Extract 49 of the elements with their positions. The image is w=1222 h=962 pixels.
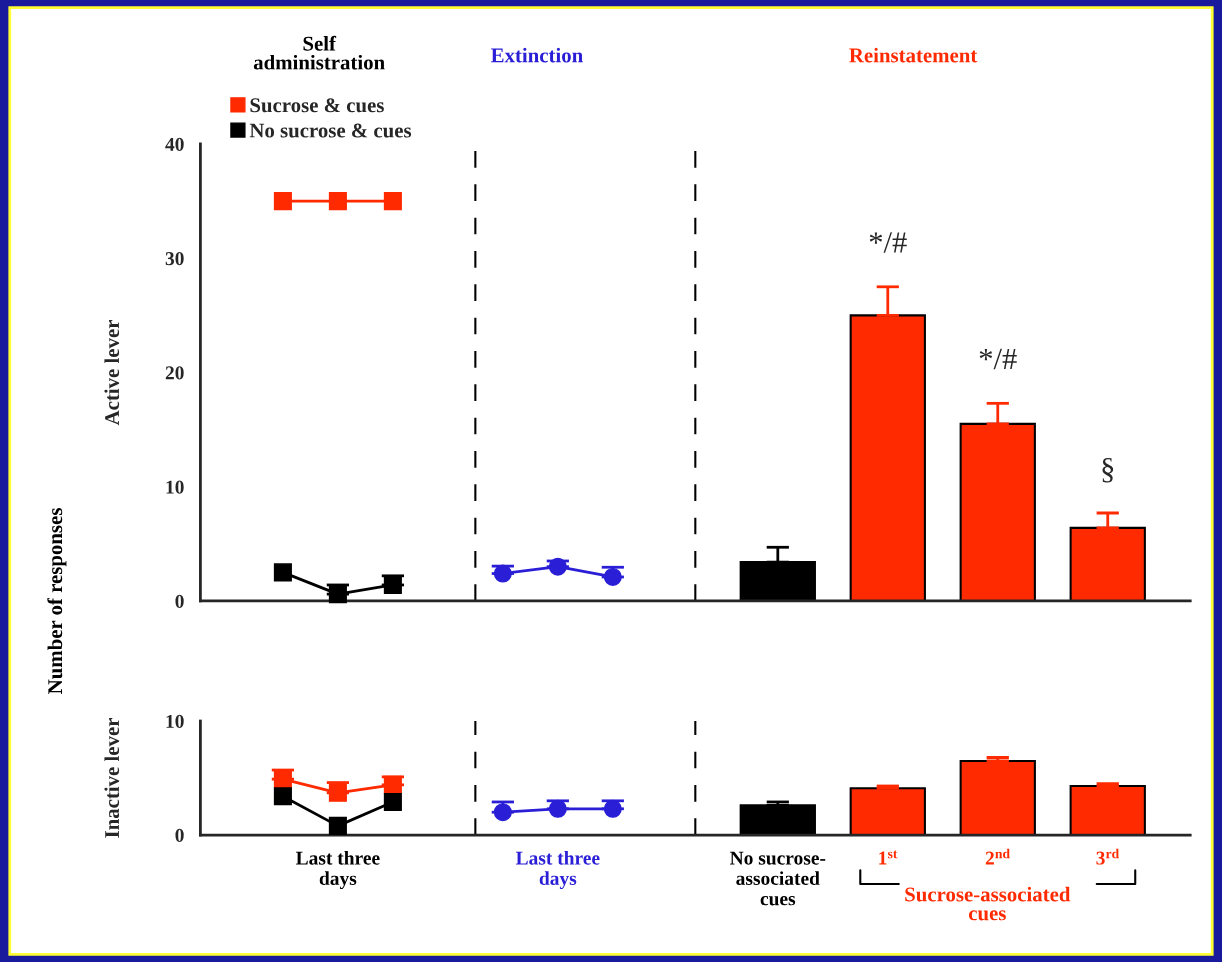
point bbox=[383, 775, 402, 794]
y-tick-label: 30 bbox=[165, 252, 184, 266]
point bbox=[383, 192, 402, 211]
x-tick-label: 1$^{st}$ bbox=[879, 850, 898, 865]
text: Extinction bbox=[491, 47, 583, 63]
x-tick-label: Last three days bbox=[515, 850, 600, 890]
text: Number of responses bbox=[47, 508, 67, 694]
annotation: */# bbox=[979, 348, 1017, 370]
y-tick-label: 0 bbox=[175, 594, 184, 608]
point bbox=[328, 192, 347, 211]
x-tick-label: 2$^{nd}$ bbox=[985, 848, 1010, 865]
point bbox=[493, 564, 512, 583]
bar bbox=[739, 561, 816, 601]
point bbox=[603, 799, 622, 818]
point bbox=[273, 787, 292, 806]
y-tick-label: 40 bbox=[165, 137, 184, 151]
text: Self administration bbox=[253, 35, 385, 70]
annotation: § bbox=[1102, 457, 1114, 483]
bar bbox=[849, 314, 926, 601]
point bbox=[548, 799, 567, 818]
bar bbox=[1069, 526, 1146, 601]
x-tick-label: 3$^{rd}$ bbox=[1096, 848, 1120, 865]
text: Reinstatement bbox=[849, 47, 978, 63]
point bbox=[328, 816, 347, 835]
text: Sucrose-associated cues bbox=[905, 886, 1071, 921]
y-tick-label: 10 bbox=[166, 714, 184, 728]
bar bbox=[849, 787, 926, 836]
point bbox=[548, 557, 567, 576]
point bbox=[383, 792, 402, 811]
y-tick-label: 0 bbox=[175, 828, 184, 842]
y-axis-title: Active lever bbox=[104, 320, 120, 426]
x-tick-label: Last three days bbox=[296, 850, 380, 890]
y-axis-title: Inactive lever bbox=[104, 718, 120, 838]
y-tick-label: 10 bbox=[166, 480, 184, 494]
bar bbox=[959, 422, 1036, 601]
bar bbox=[739, 804, 816, 836]
annotation: */# bbox=[869, 232, 907, 253]
point bbox=[273, 563, 292, 582]
y-tick-label: 20 bbox=[165, 366, 184, 380]
x-tick-label: No sucrose-associated cues bbox=[730, 851, 826, 906]
point bbox=[328, 585, 347, 604]
legend-label: Sucrose & cues bbox=[250, 98, 384, 113]
point bbox=[383, 575, 402, 594]
point bbox=[328, 783, 347, 802]
legend-label: No sucrose & cues bbox=[249, 123, 412, 138]
point bbox=[273, 770, 292, 789]
point bbox=[273, 192, 292, 211]
bar bbox=[959, 759, 1036, 836]
bar bbox=[1069, 784, 1146, 836]
